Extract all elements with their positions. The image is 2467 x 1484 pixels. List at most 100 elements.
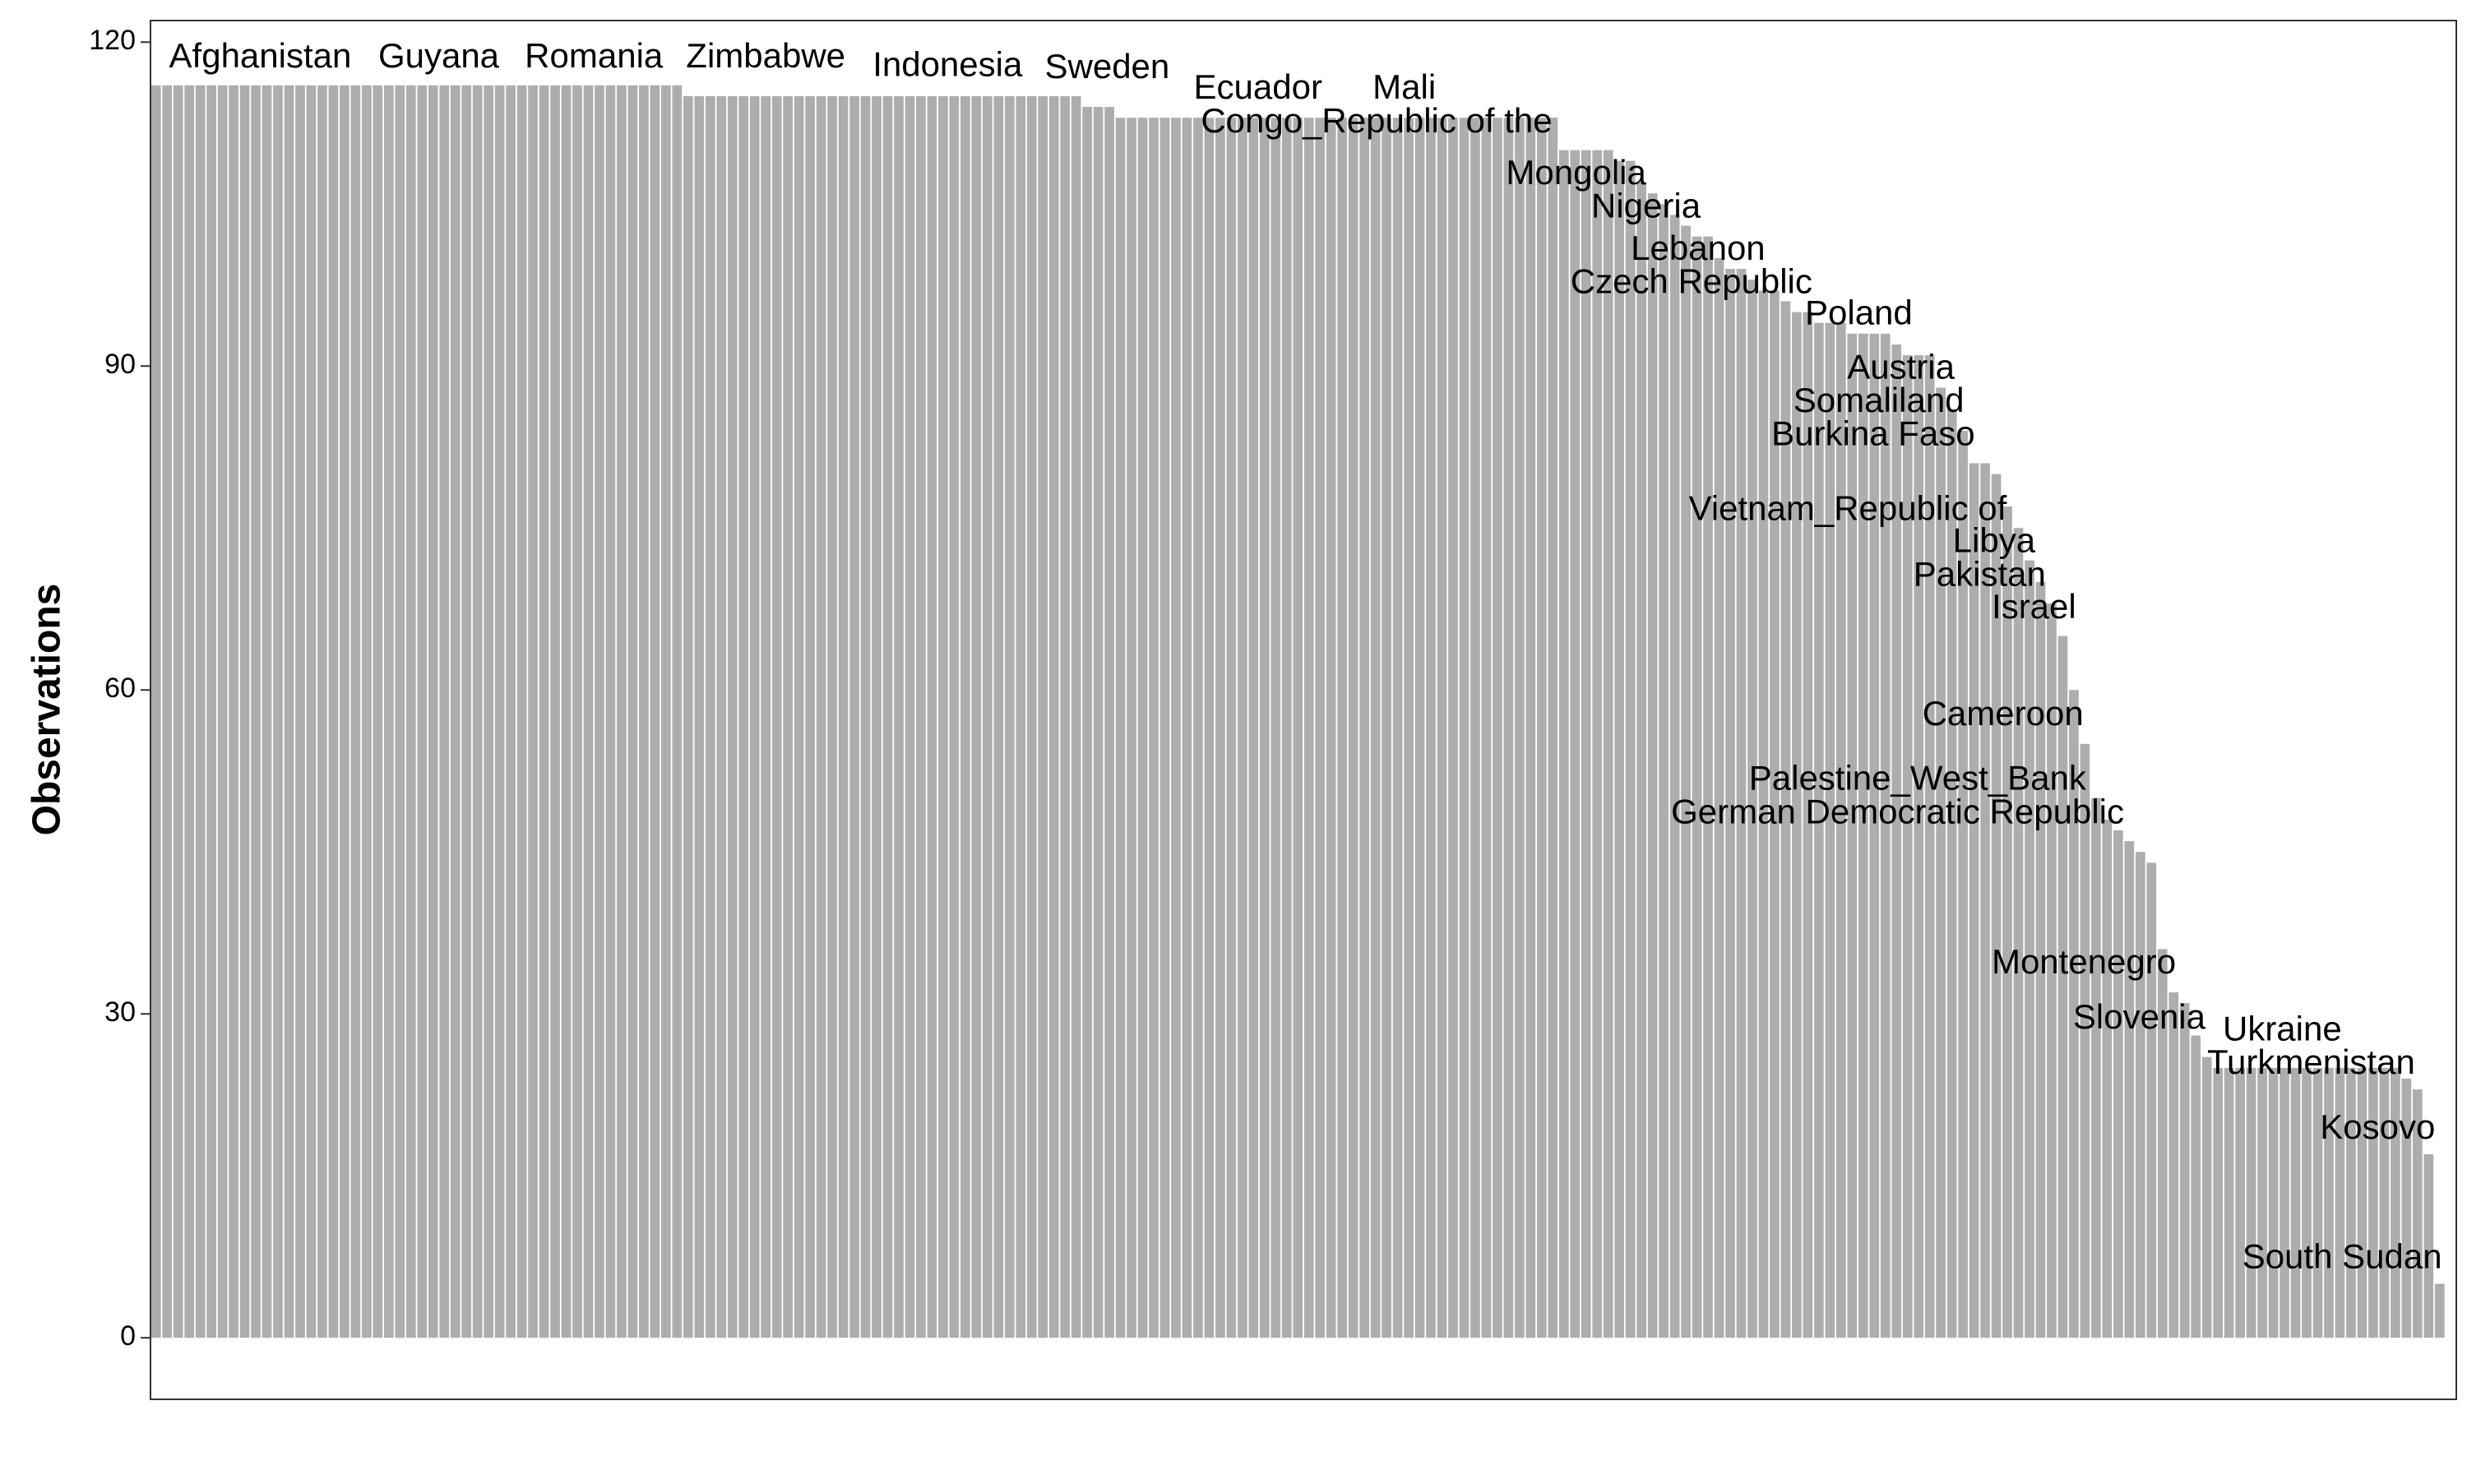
bar	[783, 95, 793, 1338]
bar	[661, 85, 671, 1338]
bar	[583, 85, 594, 1338]
bar	[1359, 118, 1369, 1338]
bar	[650, 85, 660, 1338]
bar	[2091, 797, 2101, 1338]
bar	[1659, 204, 1669, 1338]
bar	[1515, 118, 1525, 1338]
bar	[2080, 743, 2090, 1338]
bar	[1226, 118, 1237, 1338]
bar	[1914, 355, 1924, 1338]
bar	[971, 95, 982, 1338]
bar	[2157, 949, 2168, 1338]
bar	[1946, 409, 1957, 1338]
bar	[905, 95, 915, 1338]
bar	[2146, 862, 2157, 1338]
bar	[838, 95, 849, 1338]
bar	[1592, 150, 1603, 1338]
bar	[2057, 636, 2068, 1338]
bar	[2257, 1067, 2267, 1338]
bar	[1835, 322, 1846, 1338]
bar	[2124, 841, 2135, 1338]
bar	[1248, 118, 1259, 1338]
bar	[1770, 290, 1780, 1338]
bar	[1558, 150, 1569, 1338]
bar	[1692, 236, 1702, 1338]
bar	[1238, 118, 1247, 1338]
bar	[2302, 1067, 2312, 1338]
bar	[206, 85, 216, 1338]
bar	[938, 95, 948, 1338]
bar	[617, 85, 627, 1338]
bar	[1104, 107, 1114, 1338]
bar	[1470, 118, 1480, 1338]
bar	[1481, 118, 1492, 1338]
bar	[1171, 118, 1181, 1338]
annotation: Palestine_West_Bank	[1749, 759, 2087, 797]
bar	[1426, 118, 1436, 1338]
plot-border	[150, 20, 2457, 1400]
bar	[295, 85, 305, 1338]
bar	[1281, 118, 1292, 1338]
bar	[1869, 333, 1880, 1338]
bar	[1348, 118, 1358, 1338]
bar	[2379, 1067, 2390, 1338]
bar	[1503, 118, 1514, 1338]
bar	[395, 85, 405, 1338]
bar	[694, 95, 705, 1338]
bar	[894, 95, 904, 1338]
bar	[1625, 160, 1636, 1338]
bar	[572, 85, 582, 1338]
bar	[1747, 280, 1757, 1338]
bar	[450, 85, 461, 1338]
bar	[1581, 150, 1591, 1338]
bar	[1614, 160, 1625, 1338]
bar	[771, 95, 782, 1338]
bar	[805, 95, 815, 1338]
bar	[1382, 118, 1391, 1338]
bar	[2201, 1056, 2212, 1338]
bar	[516, 85, 527, 1338]
bar	[1303, 118, 1314, 1338]
annotation: Somaliland	[1794, 381, 1965, 419]
bar	[749, 95, 760, 1338]
bar	[627, 85, 638, 1338]
annotation: Turkmenistan	[2207, 1042, 2415, 1081]
bar	[2412, 1089, 2423, 1338]
bar	[2035, 581, 2046, 1338]
annotation: Congo_Republic of the	[1201, 101, 1552, 140]
annotation: Romania	[525, 36, 664, 75]
bar	[1703, 236, 1713, 1338]
annotation: Ukraine	[2223, 1009, 2342, 1047]
bar	[1082, 107, 1092, 1338]
bar	[306, 85, 317, 1338]
y-tick-label: 120	[89, 25, 136, 56]
bar	[1215, 118, 1225, 1338]
bar	[639, 85, 649, 1338]
bar	[949, 95, 960, 1338]
bar	[2191, 1035, 2201, 1338]
bar	[229, 85, 238, 1338]
bar	[2025, 560, 2034, 1338]
bar	[1924, 355, 1935, 1338]
bar	[1858, 333, 1868, 1338]
bar	[317, 85, 327, 1338]
annotation: Mongolia	[1506, 153, 1646, 192]
bar	[1936, 387, 1946, 1338]
bar	[461, 85, 472, 1338]
bar	[195, 85, 206, 1338]
bar	[328, 85, 339, 1338]
bar	[1127, 118, 1136, 1338]
bar	[1991, 474, 2002, 1338]
bar	[738, 95, 749, 1338]
bar	[373, 85, 383, 1338]
bar	[1414, 118, 1425, 1338]
bar	[1570, 150, 1581, 1338]
annotation: Zimbabwe	[686, 36, 845, 75]
bar	[362, 85, 372, 1338]
bar	[2368, 1067, 2378, 1338]
bar	[872, 95, 882, 1338]
bar	[816, 95, 826, 1338]
bar	[484, 85, 494, 1338]
